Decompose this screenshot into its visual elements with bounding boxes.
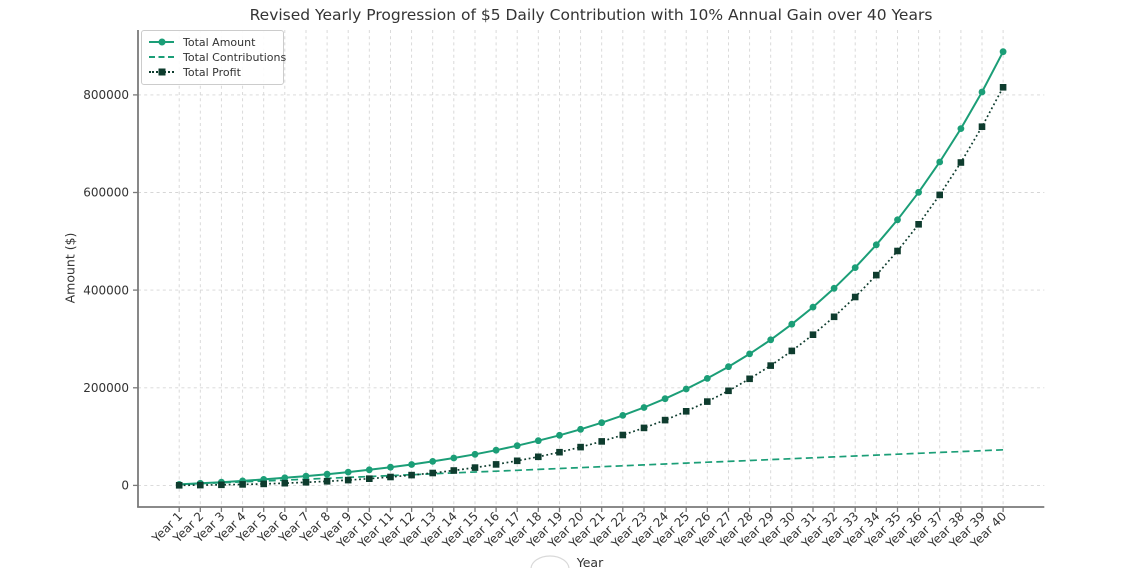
series-total-contributions bbox=[179, 448, 1004, 486]
axes-spines bbox=[137, 30, 1045, 508]
series-total-profit bbox=[175, 84, 1007, 489]
svg-text:800000: 800000 bbox=[83, 88, 129, 102]
y-axis-label: Amount ($) bbox=[62, 232, 78, 304]
svg-text:400000: 400000 bbox=[83, 283, 129, 297]
legend: Total Amount Total Contributions Total P… bbox=[141, 30, 286, 85]
legend-item-total-profit: Total Profit bbox=[149, 66, 275, 79]
chart-title: Revised Yearly Progression of $5 Daily C… bbox=[249, 6, 933, 24]
legend-item-total-contributions: Total Contributions bbox=[149, 51, 286, 64]
series-total-amount bbox=[175, 48, 1007, 488]
legend-sample-line-circle-icon bbox=[149, 38, 174, 47]
legend-label: Total Amount bbox=[183, 36, 256, 49]
legend-label: Total Profit bbox=[183, 66, 241, 79]
gridlines bbox=[138, 30, 1045, 507]
svg-text:600000: 600000 bbox=[83, 186, 129, 200]
svg-text:200000: 200000 bbox=[83, 381, 129, 395]
svg-text:0: 0 bbox=[121, 479, 129, 493]
legend-sample-dotted-square-icon bbox=[149, 68, 174, 77]
x-axis-label: Year bbox=[576, 555, 604, 570]
legend-sample-dashed-line-icon bbox=[149, 53, 174, 62]
partial-circle-decoration bbox=[530, 555, 570, 568]
legend-label: Total Contributions bbox=[183, 51, 287, 64]
tick-marks bbox=[133, 94, 1004, 512]
legend-item-total-amount: Total Amount bbox=[149, 36, 275, 49]
y-tick-labels: 0 200000 400000 600000 800000 bbox=[83, 88, 129, 493]
